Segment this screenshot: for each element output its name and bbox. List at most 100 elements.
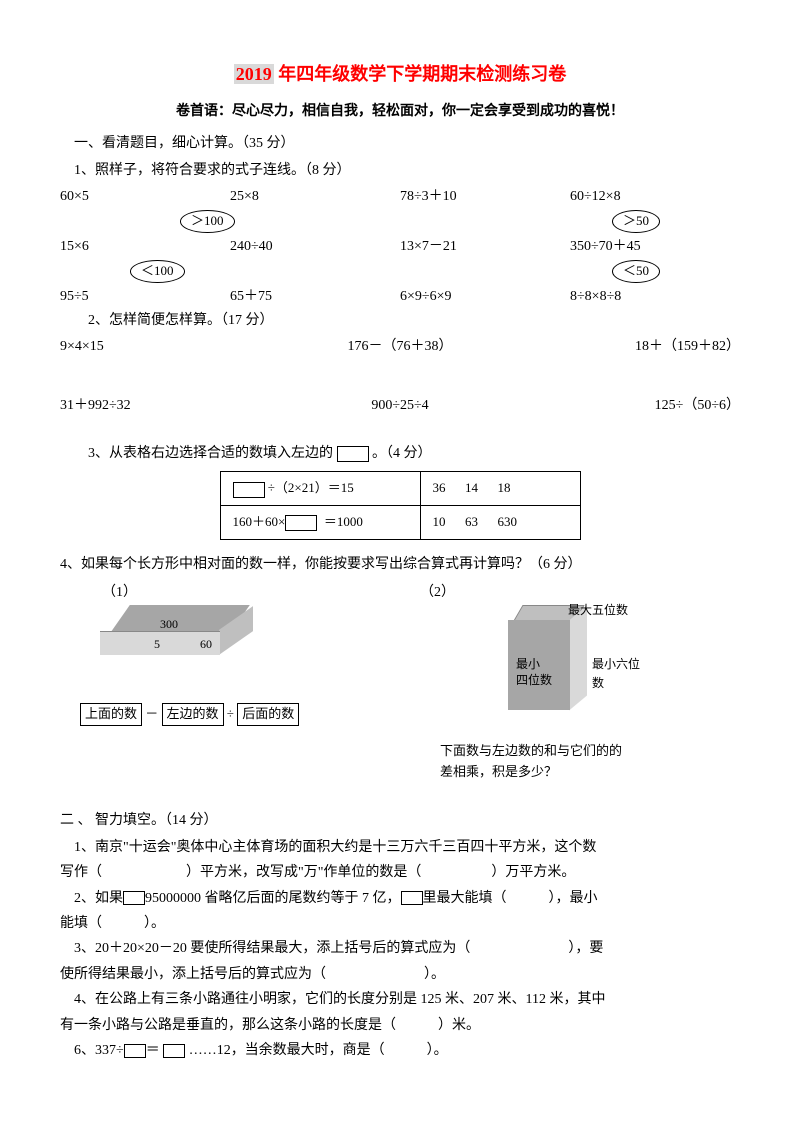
cell: 10 63 630 <box>420 506 580 540</box>
blank-box <box>124 1044 146 1058</box>
f2b: 95000000 省略亿后面的尾数约等于 7 亿， <box>145 891 401 906</box>
calc-row-1: 9×4×15 176－（76＋38） 18＋（159＋82） <box>60 336 740 358</box>
fill-3a: 3、20＋20×20－20 要使所得结果最大，添上括号后的算式应为（ ），要 <box>60 938 740 960</box>
cell: 36 14 18 <box>420 472 580 506</box>
section-1: 一、看清题目，细心计算。（35 分） <box>60 133 740 155</box>
blank-box <box>123 891 145 905</box>
blank-box <box>401 891 423 905</box>
blank-box <box>163 1044 185 1058</box>
q4-text-2: 差相乘，积是多少？ <box>440 762 740 783</box>
formula: 上面的数 － 左边的数 ÷ 后面的数 <box>80 703 380 726</box>
q4-text-1: 下面数与左边数的和与它们的的 <box>440 741 740 762</box>
p2-label-top: 最大五位数 <box>568 601 628 620</box>
oval-gt100: ＞100 <box>180 210 235 233</box>
q4-label-1: （1） <box>60 582 380 604</box>
blank-box <box>233 482 265 498</box>
expr: 31＋992÷32 <box>60 395 287 417</box>
fill-1a: 1、南京"十运会"奥体中心主体育场的面积大约是十三万六千三百四十平方米，这个数 <box>60 837 740 859</box>
q1-3-pre: 3、从表格右边选择合适的数填入左边的 <box>88 446 333 461</box>
box-back: 后面的数 <box>237 703 299 726</box>
fill-6: 6、337÷ ＝ ……12，当余数最大时，商是（ ）。 <box>60 1040 740 1062</box>
f2c: 里最大能填（ ），最小 <box>423 891 598 906</box>
expr: 240÷40 <box>230 236 400 258</box>
expr: 78÷3＋10 <box>400 186 570 208</box>
expr: 65＋75 <box>230 286 400 308</box>
expr-row-2: 15×6 240÷40 13×7－21 350÷70＋45 <box>60 236 740 258</box>
label-60: 60 <box>200 635 212 654</box>
cell-text: 160＋60× <box>233 514 286 529</box>
expr-row-3: 95÷5 65＋75 6×9÷6×9 8÷8×8÷8 <box>60 286 740 308</box>
q1-3-post: 。（4 分） <box>372 446 432 461</box>
oval-row-2: ＜100 ＜50 <box>60 260 740 283</box>
opt: 36 <box>433 480 446 495</box>
p2-face-side <box>569 605 587 710</box>
prism-diagram: 最大五位数 最小 四位数 最小六位数 <box>460 605 640 735</box>
expr: 15×6 <box>60 236 230 258</box>
expr: 9×4×15 <box>60 336 287 358</box>
expr: 13×7－21 <box>400 236 570 258</box>
opt: 630 <box>498 514 518 529</box>
opt: 10 <box>433 514 446 529</box>
fill-2: 2、如果 95000000 省略亿后面的尾数约等于 7 亿， 里最大能填（ ），最小 <box>60 888 740 910</box>
box-top: 上面的数 <box>80 703 142 726</box>
table-q3: ÷（2×21）＝15 36 14 18 160＋60× ＝1000 10 63 … <box>220 471 581 540</box>
f6b: ＝ <box>146 1043 160 1058</box>
q1-3: 3、从表格右边选择合适的数填入左边的 。（4 分） <box>60 443 740 465</box>
section-2: 二 、 智力填空。（14 分） <box>60 810 740 832</box>
expr-row-1: 60×5 25×8 78÷3＋10 60÷12×8 <box>60 186 740 208</box>
oval-gt50: ＞50 <box>612 210 660 233</box>
oval-row-1: ＞100 ＞50 <box>60 210 740 233</box>
cell-text: ＝1000 <box>324 514 363 529</box>
expr: 18＋（159＋82） <box>513 336 740 358</box>
oval-lt100: ＜100 <box>130 260 185 283</box>
expr: 125÷（50÷6） <box>513 395 740 417</box>
label-300: 300 <box>160 615 178 634</box>
expr: 60×5 <box>60 186 230 208</box>
p2-label-right: 最小六位数 <box>592 655 640 693</box>
q1-1: 1、照样子，将符合要求的式子连线。（8 分） <box>60 160 740 182</box>
cell: 160＋60× ＝1000 <box>220 506 420 540</box>
f6c: ……12，当余数最大时，商是（ ）。 <box>189 1043 448 1058</box>
opt: 18 <box>498 480 511 495</box>
fill-1b: 写作（ ）平方米，改写成"万"作单位的数是（ ）万平方米。 <box>60 862 740 884</box>
table-row: ÷（2×21）＝15 36 14 18 <box>220 472 580 506</box>
oval-lt50: ＜50 <box>612 260 660 283</box>
q4-col-2: （2） 最大五位数 最小 四位数 最小六位数 下面数与左边数的和与它们的的 差相… <box>420 582 740 782</box>
q4-col-1: （1） 300 5 60 上面的数 － 左边的数 ÷ 后面的数 <box>60 582 380 782</box>
p2-label-l2: 四位数 <box>516 671 552 690</box>
label-5: 5 <box>154 635 160 654</box>
cell-text: ÷（2×21）＝15 <box>268 480 354 495</box>
q4-label-2: （2） <box>420 585 455 600</box>
title-rest: 年四年级数学下学期期末检测练习卷 <box>274 64 567 84</box>
q1-4: 4、如果每个长方形中相对面的数一样，你能按要求写出综合算式再计算吗？（6 分） <box>60 554 740 576</box>
expr: 900÷25÷4 <box>287 395 514 417</box>
expr: 95÷5 <box>60 286 230 308</box>
f2a: 2、如果 <box>74 891 123 906</box>
blank-box <box>285 515 317 531</box>
q4-wrap: （1） 300 5 60 上面的数 － 左边的数 ÷ 后面的数 （2） 最大五位… <box>60 582 740 782</box>
fill-4a: 4、在公路上有三条小路通往小明家，它们的长度分别是 125 米、207 米、11… <box>60 989 740 1011</box>
expr: 60÷12×8 <box>570 186 740 208</box>
fill-2d: 能填（ ）。 <box>60 913 740 935</box>
subtitle: 卷首语：尽心尽力，相信自我，轻松面对，你一定会享受到成功的喜悦！ <box>60 101 740 123</box>
op-div: ÷ <box>227 706 234 721</box>
expr: 6×9÷6×9 <box>400 286 570 308</box>
cell: ÷（2×21）＝15 <box>220 472 420 506</box>
blank-box <box>337 446 369 462</box>
fill-4b: 有一条小路与公路是垂直的，那么这条小路的长度是（ ）米。 <box>60 1015 740 1037</box>
f6a: 6、337÷ <box>74 1043 124 1058</box>
cuboid-diagram: 300 5 60 <box>100 605 260 685</box>
expr: 350÷70＋45 <box>570 236 740 258</box>
fill-3b: 使所得结果最小，添上括号后的算式应为（ ）。 <box>60 964 740 986</box>
expr: 8÷8×8÷8 <box>570 286 740 308</box>
expr: 25×8 <box>230 186 400 208</box>
table-row: 160＋60× ＝1000 10 63 630 <box>220 506 580 540</box>
box-left: 左边的数 <box>162 703 224 726</box>
page-title: 2019 年四年级数学下学期期末检测练习卷 <box>60 60 740 89</box>
calc-row-2: 31＋992÷32 900÷25÷4 125÷（50÷6） <box>60 395 740 417</box>
q1-2: 2、怎样简便怎样算。（17 分） <box>60 310 740 332</box>
opt: 63 <box>465 514 478 529</box>
opt: 14 <box>465 480 478 495</box>
op-minus: － <box>145 706 158 721</box>
expr: 176－（76＋38） <box>287 336 514 358</box>
